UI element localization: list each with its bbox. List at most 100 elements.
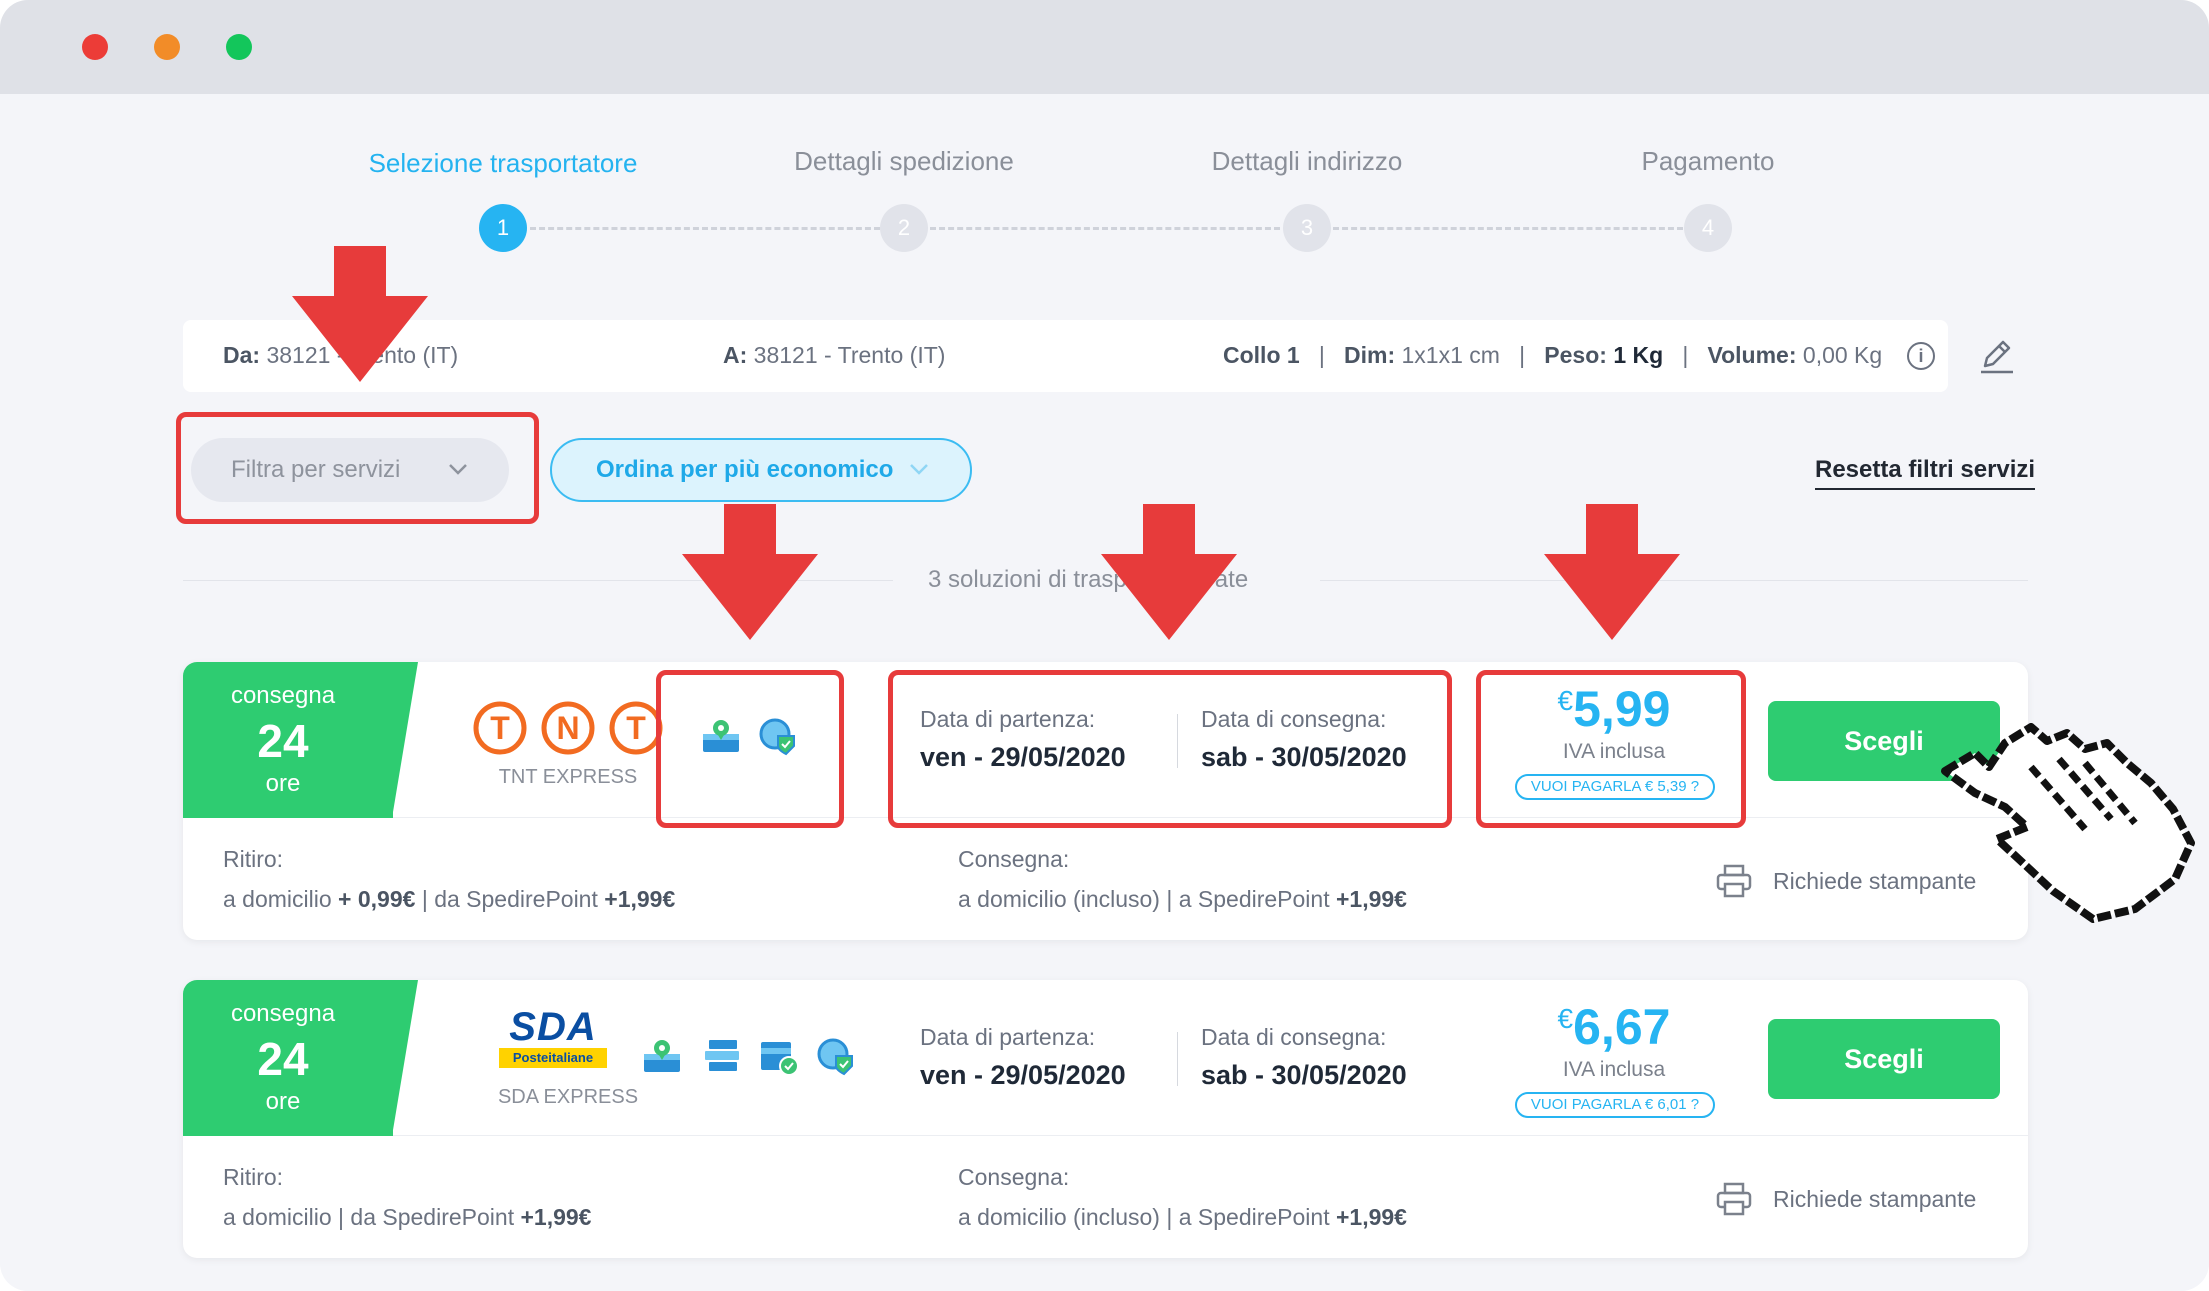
badge-unit: ore: [265, 1088, 301, 1115]
info-icon[interactable]: i: [1907, 342, 1935, 370]
step-circle-2[interactable]: 2: [880, 204, 928, 252]
annotation-highlight-services: [656, 670, 844, 828]
pickup-label: Ritiro:: [223, 846, 284, 872]
delivery-time-badge: consegna 24 ore: [183, 662, 393, 818]
svg-text:N: N: [556, 710, 579, 746]
date-separator: [1177, 1032, 1178, 1086]
separator: |: [1519, 342, 1526, 368]
map-pin-package-icon[interactable]: [642, 1036, 682, 1076]
svg-text:T: T: [490, 710, 510, 746]
results-divider: [1320, 580, 2028, 581]
carrier-card-sda: consegna 24 ore SDA Posteitaliane SDA EX…: [183, 980, 2028, 1258]
step-circle-1[interactable]: 1: [479, 204, 527, 252]
shield-globe-icon[interactable]: [816, 1036, 856, 1076]
annotation-arrow-down-icon: [292, 246, 428, 382]
volume-label: Volume:: [1707, 342, 1797, 368]
sda-logo-sub: Posteitaliane: [499, 1048, 607, 1068]
chevron-down-icon: [449, 464, 467, 475]
pickup-point: | da SpedirePoint: [421, 886, 598, 912]
separator: |: [1682, 342, 1689, 368]
pay-less-pill[interactable]: VUOI PAGARLA € 5,39 ?: [1515, 774, 1715, 800]
badge-hours: 24: [257, 1033, 309, 1085]
step-label-3[interactable]: Dettagli indirizzo: [1211, 146, 1403, 176]
choose-button[interactable]: Scegli: [1768, 1019, 2000, 1099]
pickup-home: a domicilio: [223, 886, 332, 912]
badge-label: consegna: [230, 682, 336, 709]
card-header: [183, 980, 2028, 1136]
delivery-time-badge: consegna 24 ore: [183, 980, 393, 1136]
departure-label: Data di partenza:: [920, 706, 1096, 732]
delivery-options-text: a domicilio (incluso) | a SpedirePoint: [958, 1204, 1330, 1230]
folder-check-icon[interactable]: [759, 1036, 799, 1076]
volume-value: 0,00 Kg: [1802, 342, 1883, 368]
summary-details: Collo 1 | Dim: 1x1x1 cm | Peso: 1 Kg | V…: [1223, 342, 1882, 369]
svg-text:T: T: [626, 710, 646, 746]
delivery-point-extra: +1,99€: [1335, 1204, 1407, 1230]
sda-logo-text: SDA: [509, 1005, 597, 1049]
tnt-logo: T N T: [473, 701, 663, 755]
step-circle-4[interactable]: 4: [1684, 204, 1732, 252]
step-label-2[interactable]: Dettagli spedizione: [794, 146, 1014, 176]
delivery-label: Data di consegna:: [1201, 1024, 1387, 1050]
separator: |: [1318, 342, 1325, 368]
zoom-window-button[interactable]: [226, 34, 252, 60]
peso-label: Peso:: [1544, 342, 1607, 368]
vat-included-label: IVA inclusa: [1562, 740, 1666, 763]
dim-label: Dim:: [1344, 342, 1396, 368]
currency-symbol: €: [1557, 1003, 1574, 1034]
shield-globe-icon[interactable]: [758, 716, 798, 756]
step-connector: [1333, 227, 1683, 230]
peso-value: 1 Kg: [1613, 342, 1664, 368]
from-label: Da:: [223, 342, 261, 368]
badge-tail: [392, 980, 418, 1136]
filter-services-label: Filtra per servizi: [231, 456, 401, 483]
date-separator: [1177, 714, 1178, 768]
pickup-point-extra: +1,99€: [520, 1204, 592, 1230]
pickup-options: a domicilio | da SpedirePoint +1,99€: [223, 1204, 591, 1231]
map-pin-package-icon[interactable]: [701, 716, 741, 756]
carrier-name: SDA EXPRESS: [497, 1086, 639, 1108]
badge-hours: 24: [257, 715, 309, 767]
badge-label: consegna: [230, 1000, 336, 1027]
step-label-4[interactable]: Pagamento: [1641, 146, 1775, 176]
step-label-1[interactable]: Selezione trasportatore: [368, 148, 638, 178]
pencil-icon[interactable]: [1977, 336, 2017, 376]
card-header: [183, 662, 2028, 818]
filter-services-dropdown[interactable]: Filtra per servizi: [191, 438, 509, 502]
order-label: Ordina per più economico: [596, 456, 894, 483]
printer-icon: [1716, 864, 1752, 898]
order-cheapest-dropdown[interactable]: Ordina per più economico: [550, 438, 972, 502]
price: €5,99: [1494, 680, 1734, 738]
delivery-value: sab - 30/05/2020: [1201, 742, 1407, 772]
reset-filters-link[interactable]: Resetta filtri servizi: [1815, 456, 2036, 490]
badge-tail: [392, 662, 418, 818]
printer-icon: [1716, 1182, 1752, 1216]
currency-symbol: €: [1557, 685, 1574, 716]
shipment-summary: Da: 38121 - Trento (IT) A: 38121 - Trent…: [183, 320, 1948, 392]
price-value: 6,67: [1573, 999, 1671, 1055]
delivery-options-label: Consegna:: [958, 1164, 1070, 1190]
step-connector: [930, 227, 1280, 230]
delivery-value: sab - 30/05/2020: [1201, 1060, 1407, 1090]
delivery-options-text: a domicilio (incluso) | a SpedirePoint: [958, 886, 1330, 912]
carrier-card-tnt: consegna 24 ore T N T TNT EXPRESS Data d…: [183, 662, 2028, 940]
chevron-down-icon: [910, 464, 928, 475]
step-circle-3[interactable]: 3: [1283, 204, 1331, 252]
printer-required-label: Richiede stampante: [1773, 1186, 1977, 1212]
price-value: 5,99: [1573, 681, 1671, 737]
delivery-options: a domicilio (incluso) | a SpedirePoint +…: [958, 886, 1407, 913]
stack-icon[interactable]: [703, 1036, 743, 1076]
pickup-home-extra: + 0,99€: [338, 886, 416, 912]
annotation-arrow-down-icon: [1544, 504, 1680, 640]
dim-value: 1x1x1 cm: [1401, 342, 1500, 368]
printer-required-label: Richiede stampante: [1773, 868, 1977, 894]
pickup-options-text: a domicilio | da SpedirePoint: [223, 1204, 515, 1230]
minimize-window-button[interactable]: [154, 34, 180, 60]
close-window-button[interactable]: [82, 34, 108, 60]
annotation-arrow-down-icon: [682, 504, 818, 640]
annotation-arrow-down-icon: [1101, 504, 1237, 640]
vat-included-label: IVA inclusa: [1562, 1058, 1666, 1081]
pay-less-pill[interactable]: VUOI PAGARLA € 6,01 ?: [1515, 1092, 1715, 1118]
annotation-highlight-dates: [888, 670, 1452, 828]
results-divider: [183, 580, 893, 581]
